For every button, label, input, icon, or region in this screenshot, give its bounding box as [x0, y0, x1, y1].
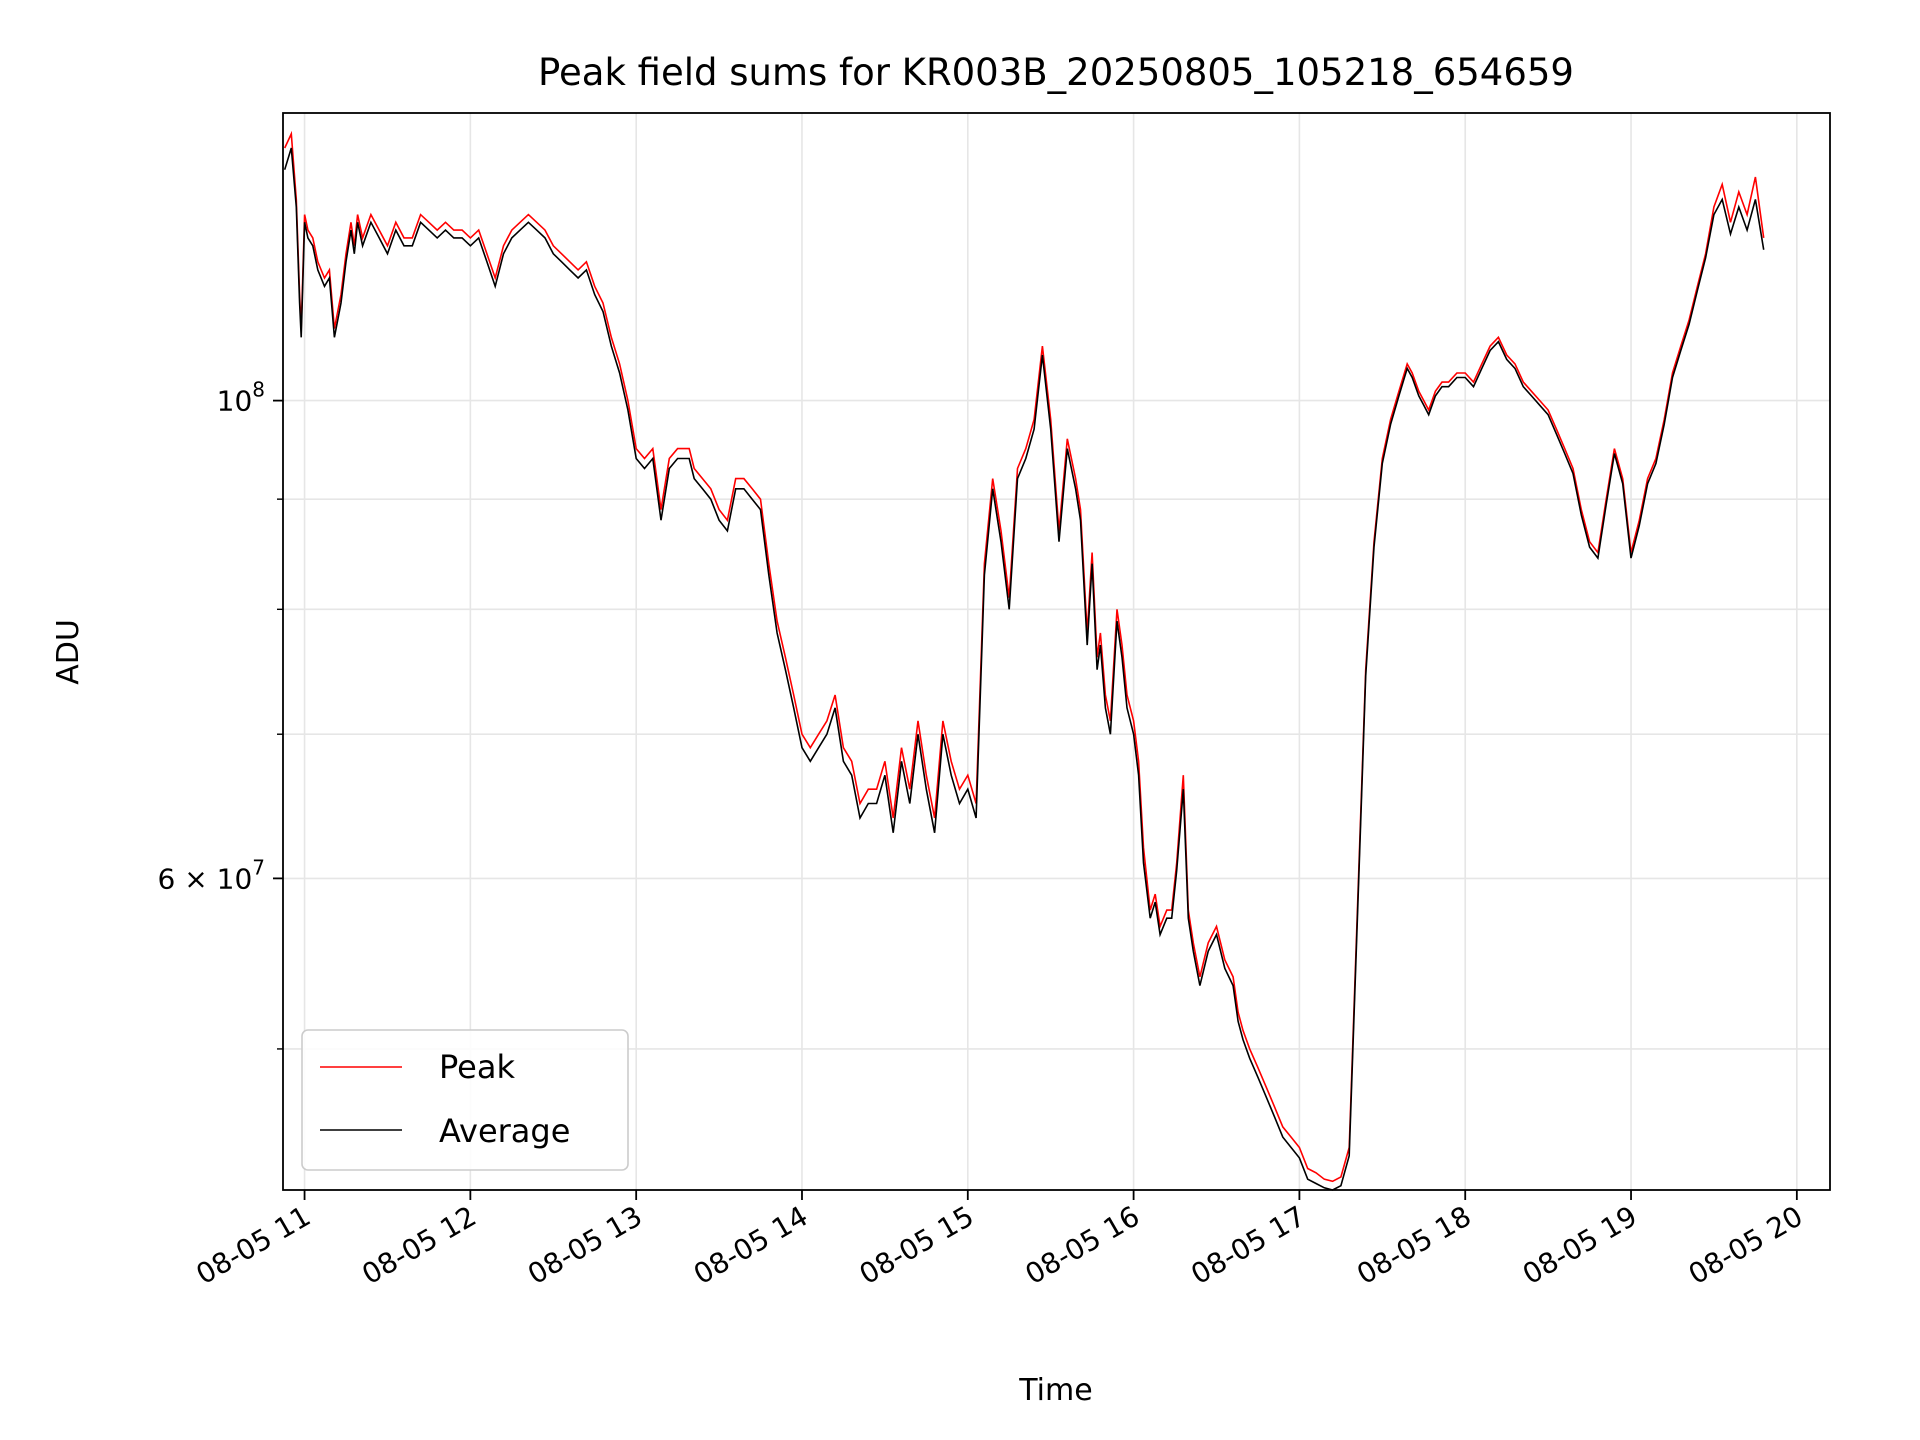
legend-label-peak: Peak — [439, 1048, 515, 1086]
y-axis: 108 6 × 107 — [158, 378, 283, 1050]
legend-box — [301, 1029, 629, 1171]
legend: Peak Average — [301, 1029, 629, 1171]
chart-title: Peak field sums for KR003B_20250805_1052… — [538, 51, 1574, 94]
series-line-average — [283, 147, 1765, 1191]
legend-label-average: Average — [439, 1112, 570, 1150]
grid — [283, 113, 1830, 1190]
y-tick-label: 6 × 107 — [158, 855, 265, 895]
y-tick-label: 108 — [217, 378, 265, 418]
plot-frame — [282, 112, 1831, 1191]
series-line-peak — [283, 130, 1765, 1183]
x-axis-label: Time — [1018, 1373, 1092, 1408]
y-axis-label: ADU — [51, 619, 86, 685]
series — [283, 130, 1765, 1191]
